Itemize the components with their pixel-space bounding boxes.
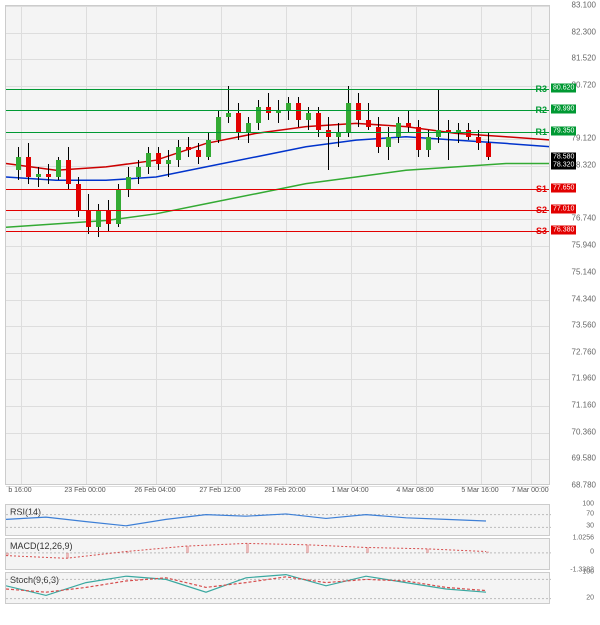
macd-line xyxy=(6,539,551,571)
macd-y-axis: 1.02560-1.3382 xyxy=(551,538,596,570)
price-y-axis: 83.10082.30081.52080.72079.12078.32076.7… xyxy=(550,5,598,485)
rsi-panel[interactable]: RSI(14) xyxy=(5,504,550,536)
rsi-line xyxy=(6,505,551,537)
main-price-chart[interactable]: R3R2R1S1S2S3 xyxy=(5,5,550,485)
stoch-y-axis: 10020 xyxy=(551,572,596,604)
rsi-y-axis: 1007030 xyxy=(551,504,596,536)
macd-panel[interactable]: MACD(12,26,9) xyxy=(5,538,550,570)
time-x-axis: b 16:0023 Feb 00:0026 Feb 04:0027 Feb 12… xyxy=(5,487,550,502)
stoch-line xyxy=(6,573,551,605)
stoch-panel[interactable]: Stoch(9,6,3) xyxy=(5,572,550,604)
moving-averages xyxy=(6,6,549,484)
trading-chart-container: R3R2R1S1S2S3 83.10082.30081.52080.72079.… xyxy=(0,0,600,625)
